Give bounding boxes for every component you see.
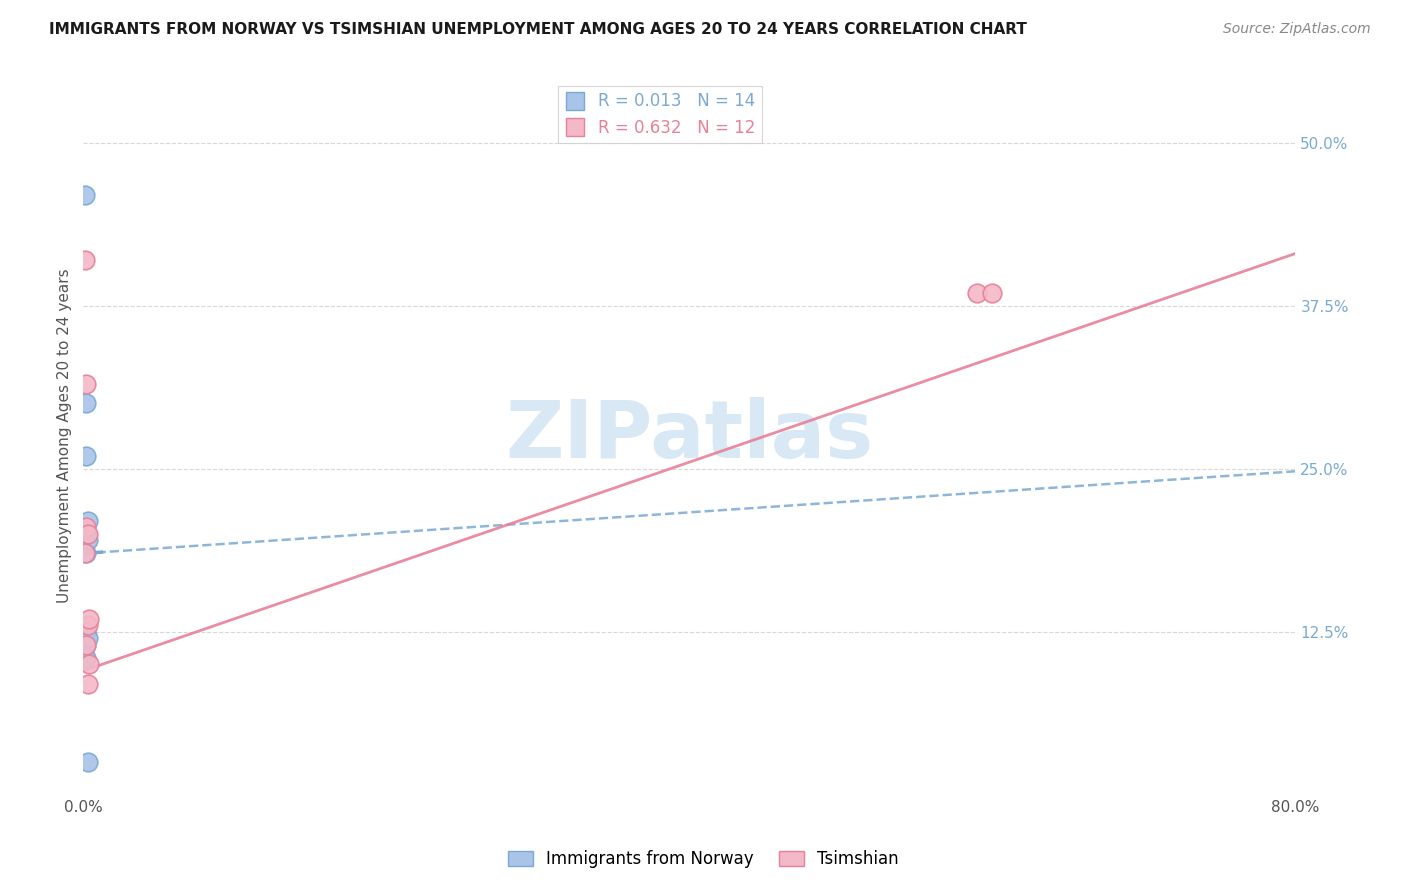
Point xyxy=(76,527,98,541)
Point xyxy=(75,396,97,410)
Point xyxy=(76,514,98,528)
Point xyxy=(75,376,97,391)
Point xyxy=(73,546,96,560)
Point xyxy=(76,533,98,548)
Legend: Immigrants from Norway, Tsimshian: Immigrants from Norway, Tsimshian xyxy=(501,844,905,875)
Point xyxy=(75,638,97,652)
Point xyxy=(76,677,98,691)
Point xyxy=(73,187,96,202)
Point xyxy=(73,650,96,665)
Point xyxy=(79,612,101,626)
Point xyxy=(75,638,97,652)
Point xyxy=(75,624,97,639)
Point xyxy=(73,638,96,652)
Point xyxy=(75,449,97,463)
Point xyxy=(76,755,98,769)
Point xyxy=(75,650,97,665)
Point xyxy=(981,285,1004,300)
Legend: R = 0.013   N = 14, R = 0.632   N = 12: R = 0.013 N = 14, R = 0.632 N = 12 xyxy=(558,86,762,144)
Text: IMMIGRANTS FROM NORWAY VS TSIMSHIAN UNEMPLOYMENT AMONG AGES 20 TO 24 YEARS CORRE: IMMIGRANTS FROM NORWAY VS TSIMSHIAN UNEM… xyxy=(49,22,1028,37)
Point xyxy=(75,520,97,534)
Point xyxy=(73,252,96,267)
Point xyxy=(79,657,101,672)
Point xyxy=(966,285,988,300)
Text: ZIPatlas: ZIPatlas xyxy=(505,397,873,475)
Point xyxy=(75,546,97,560)
Y-axis label: Unemployment Among Ages 20 to 24 years: Unemployment Among Ages 20 to 24 years xyxy=(58,268,72,603)
Point xyxy=(76,631,98,645)
Text: Source: ZipAtlas.com: Source: ZipAtlas.com xyxy=(1223,22,1371,37)
Point xyxy=(76,618,98,632)
Point xyxy=(75,527,97,541)
